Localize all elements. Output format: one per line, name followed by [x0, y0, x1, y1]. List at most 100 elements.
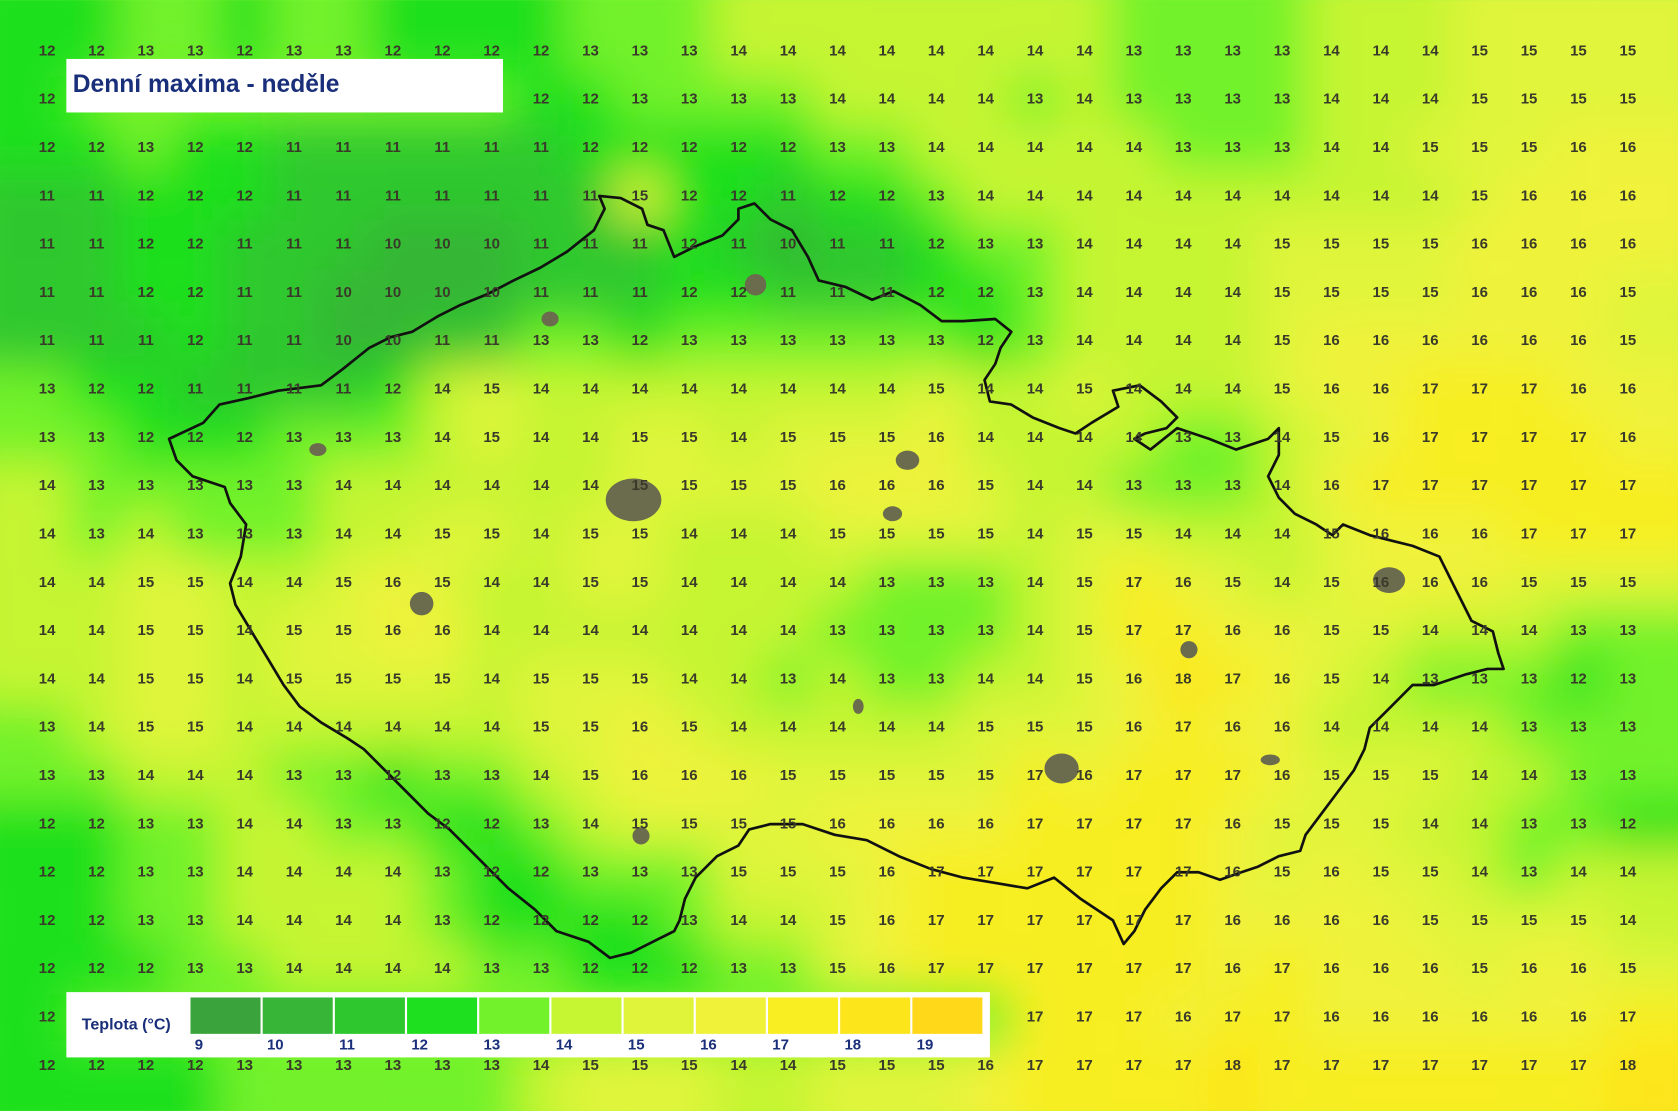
temperature-cell [1059, 75, 1110, 124]
temperature-value: 15 [977, 719, 994, 736]
temperature-cell [0, 800, 72, 849]
temperature-cell [417, 848, 467, 897]
temperature-value: 14 [1027, 574, 1044, 591]
temperature-value: 13 [928, 332, 945, 349]
temperature-value: 14 [730, 574, 747, 591]
temperature-cell [318, 558, 369, 607]
temperature-cell [1257, 75, 1307, 124]
temperature-value: 14 [1373, 42, 1390, 59]
temperature-cell [1059, 220, 1110, 269]
temperature-value: 15 [879, 1057, 896, 1074]
temperature-cell [1109, 558, 1159, 607]
temperature-value: 16 [1471, 236, 1488, 253]
temperature-value: 13 [39, 429, 56, 446]
temperature-value: 15 [829, 767, 846, 784]
temperature-value: 13 [1224, 91, 1241, 108]
temperature-cell [1603, 606, 1678, 656]
temperature-cell [318, 896, 369, 946]
temperature-cell [664, 703, 714, 752]
temperature-cell [1504, 800, 1554, 849]
temperature-cell [516, 0, 566, 76]
temperature-cell [615, 703, 665, 752]
temperature-value: 14 [1422, 719, 1439, 736]
temperature-cell [1158, 123, 1208, 173]
temperature-cell [1405, 896, 1455, 946]
temperature-cell [1158, 220, 1208, 269]
temperature-cell [466, 945, 517, 994]
temperature-cell [1454, 945, 1505, 994]
temperature-cell [170, 655, 220, 704]
temperature-cell [417, 413, 467, 463]
temperature-cell [71, 800, 122, 849]
temperature-cell [1109, 462, 1159, 511]
temperature-value: 16 [1323, 381, 1340, 398]
temperature-value: 16 [1274, 622, 1291, 639]
temperature-cell [1504, 220, 1554, 269]
temperature-cell [862, 462, 912, 511]
temperature-value: 15 [1422, 767, 1439, 784]
temperature-value: 13 [1224, 42, 1241, 59]
temperature-value: 14 [335, 912, 352, 929]
temperature-cell [713, 896, 764, 946]
temperature-cell [1207, 123, 1258, 173]
temperature-cell [1356, 462, 1406, 511]
temperature-value: 14 [1126, 381, 1143, 398]
legend-label: 16 [700, 1037, 717, 1054]
legend-swatch [334, 997, 405, 1034]
temperature-cell [960, 751, 1011, 801]
temperature-value: 13 [1175, 91, 1192, 108]
temperature-value: 13 [434, 767, 451, 784]
temperature-cell [71, 945, 122, 994]
temperature-cell [1257, 510, 1307, 559]
temperature-value: 14 [928, 139, 945, 156]
temperature-cell [1010, 655, 1060, 704]
temperature-value: 13 [1224, 139, 1241, 156]
temperature-value: 17 [1471, 477, 1488, 494]
temperature-value: 13 [335, 815, 352, 832]
temperature-cell [1356, 655, 1406, 704]
temperature-value: 16 [928, 429, 945, 446]
temperature-value: 13 [1570, 622, 1587, 639]
temperature-cell [0, 220, 72, 269]
temperature-value: 13 [681, 91, 698, 108]
temperature-cell [763, 558, 813, 607]
temperature-cell [1158, 268, 1208, 318]
temperature-cell [1059, 413, 1110, 463]
temperature-value: 14 [1422, 622, 1439, 639]
temperature-cell [862, 220, 912, 269]
temperature-cell [1059, 606, 1110, 656]
temperature-cell [318, 413, 369, 463]
temperature-value: 14 [39, 670, 56, 687]
temperature-cell [615, 172, 665, 221]
temperature-cell [862, 75, 912, 124]
temperature-cell [1207, 462, 1258, 511]
temperature-cell [1207, 268, 1258, 318]
temperature-value: 16 [1471, 332, 1488, 349]
temperature-value: 16 [1323, 864, 1340, 881]
temperature-value: 12 [88, 960, 105, 977]
border-line [167, 194, 1505, 960]
temperature-cell [219, 655, 270, 704]
temperature-value: 13 [138, 42, 155, 59]
temperature-cell [1454, 558, 1505, 607]
temperature-value: 16 [1471, 574, 1488, 591]
temperature-value: 17 [1471, 429, 1488, 446]
temperature-value: 14 [879, 719, 896, 736]
temperature-value: 17 [1027, 767, 1044, 784]
temperature-cell [1504, 945, 1554, 994]
temperature-value: 13 [730, 960, 747, 977]
temperature-value: 14 [533, 1057, 550, 1074]
temperature-cell [1603, 751, 1678, 801]
temperature-cell [713, 703, 764, 752]
temperature-value: 15 [681, 429, 698, 446]
temperature-cell [219, 751, 270, 801]
temperature-cell [862, 655, 912, 704]
temperature-value: 13 [483, 960, 500, 977]
temperature-value: 15 [138, 719, 155, 736]
temperature-cell [1109, 848, 1159, 897]
temperature-cell [121, 413, 171, 463]
temperature-value: 15 [1274, 864, 1291, 881]
temperature-cell [0, 510, 72, 559]
temperature-value: 16 [1620, 236, 1637, 253]
temperature-value: 18 [1224, 1057, 1241, 1074]
